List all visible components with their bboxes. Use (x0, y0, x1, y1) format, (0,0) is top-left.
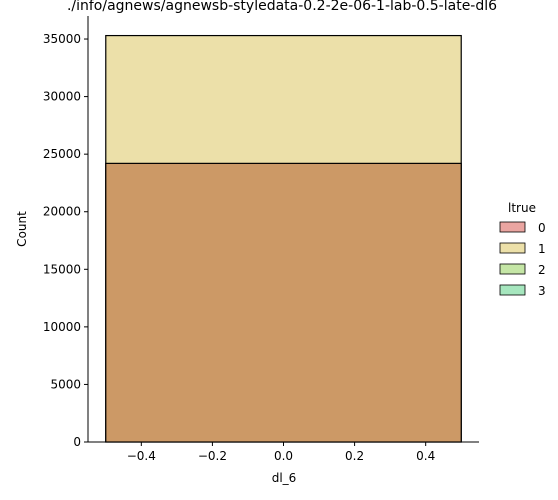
y-tick-label: 20000 (43, 205, 81, 219)
legend-label-0: 0 (538, 221, 546, 235)
legend-label-1: 1 (538, 242, 546, 256)
x-tick-label: −0.4 (127, 449, 156, 463)
legend-title: ltrue (508, 201, 536, 215)
y-axis-label: Count (15, 211, 29, 247)
legend-swatch-1 (499, 242, 526, 254)
bar-ltrue-0 (105, 162, 462, 443)
y-axis: 0 5000 10000 15000 20000 25000 30000 35000 (43, 16, 89, 449)
legend-swatch-3 (499, 284, 526, 296)
y-tick-label: 25000 (43, 147, 81, 161)
x-tick-label: 0.2 (345, 449, 364, 463)
legend-label-3: 3 (538, 284, 546, 298)
y-tick-label: 0 (73, 435, 81, 449)
legend: ltrue 0 1 2 3 (499, 201, 546, 298)
legend-swatch-0 (499, 221, 526, 233)
y-tick-label: 15000 (43, 262, 81, 276)
x-axis: −0.4 −0.2 0.0 0.2 0.4 (88, 441, 479, 463)
y-tick-label: 30000 (43, 90, 81, 104)
y-tick-label: 10000 (43, 320, 81, 334)
y-tick-label: 35000 (43, 32, 81, 46)
plot-area (105, 34, 462, 443)
x-tick-label: −0.2 (198, 449, 227, 463)
x-tick-label: 0.4 (416, 449, 435, 463)
x-axis-label: dl_6 (272, 471, 297, 485)
legend-swatch-2 (499, 263, 526, 275)
x-tick-label: 0.0 (274, 449, 293, 463)
legend-label-2: 2 (538, 263, 546, 277)
chart-title: ./info/agnews/agnewsb-styledata-0.2-2e-0… (67, 0, 497, 14)
y-tick-label: 5000 (50, 377, 81, 391)
